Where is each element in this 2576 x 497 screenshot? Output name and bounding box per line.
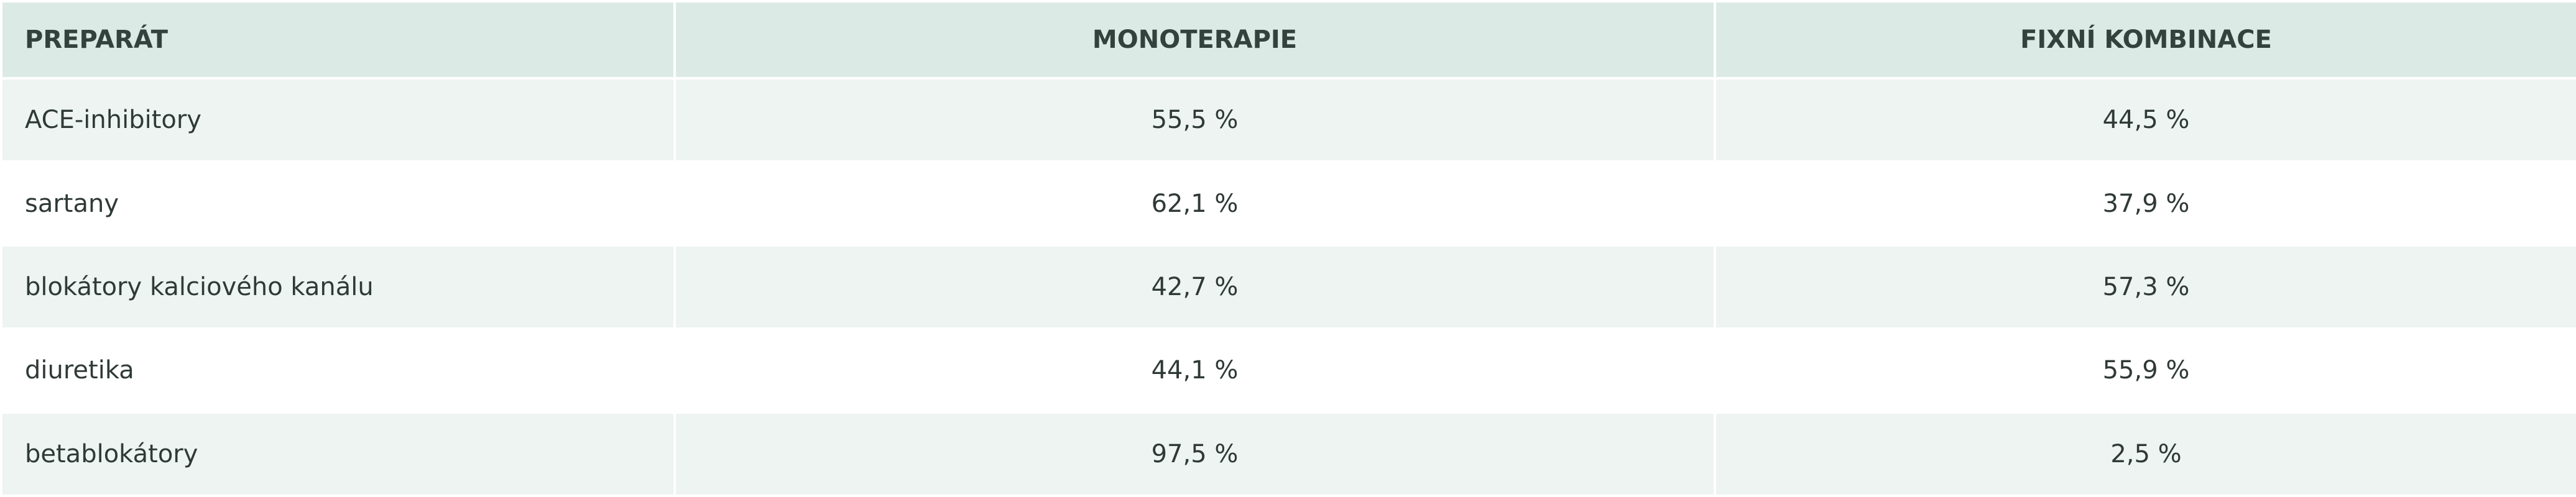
percent-cell: 42,7 % [673, 244, 1716, 331]
table-row: ACE-inhibitory 55,5 % 44,5 % [0, 76, 2576, 163]
percent-cell: 2,5 % [1714, 411, 2576, 497]
percent-cell: 55,5 % [673, 76, 1716, 163]
percent-cell: 44,1 % [673, 327, 1716, 414]
percent-cell: 97,5 % [673, 411, 1716, 497]
column-header: PREPARÁT [0, 0, 676, 80]
percent-cell: 57,3 % [1714, 244, 2576, 331]
column-header: MONOTERAPIE [673, 0, 1716, 80]
percent-cell: 37,9 % [1714, 160, 2576, 247]
drug-class-cell: diuretika [0, 327, 676, 414]
drug-class-cell: sartany [0, 160, 676, 247]
column-header: FIXNÍ KOMBINACE [1714, 0, 2576, 80]
table-row: blokátory kalciového kanálu 42,7 % 57,3 % [0, 244, 2576, 331]
percent-cell: 55,9 % [1714, 327, 2576, 414]
header-row: PREPARÁT MONOTERAPIE FIXNÍ KOMBINACE [0, 0, 2576, 80]
drug-class-cell: blokátory kalciového kanálu [0, 244, 676, 331]
percent-cell: 44,5 % [1714, 76, 2576, 163]
percent-cell: 62,1 % [673, 160, 1716, 247]
table-body: ACE-inhibitory 55,5 % 44,5 % sartany 62,1 % 3… [0, 76, 2576, 497]
table-row: sartany 62,1 % 37,9 % [0, 160, 2576, 247]
table-row: diuretika 44,1 % 55,9 % [0, 327, 2576, 414]
drug-class-cell: ACE-inhibitory [0, 76, 676, 163]
table-row: betablokátory 97,5 % 2,5 % [0, 411, 2576, 497]
table-header: PREPARÁT MONOTERAPIE FIXNÍ KOMBINACE [0, 0, 2576, 80]
drug-class-cell: betablokátory [0, 411, 676, 497]
